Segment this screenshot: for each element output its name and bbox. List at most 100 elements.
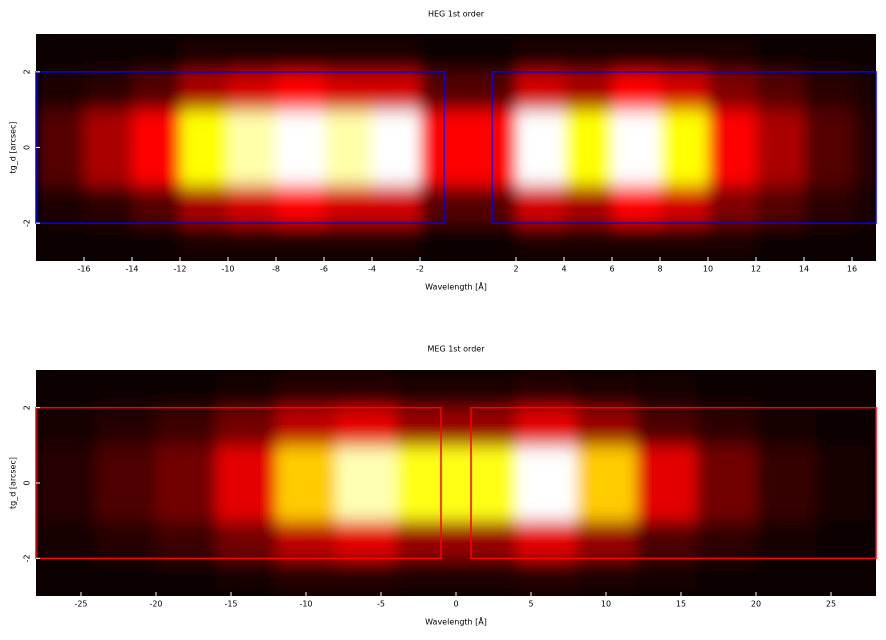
heatmap-cell <box>372 185 421 224</box>
heatmap-cell <box>216 407 277 446</box>
heatmap-cell <box>276 558 337 596</box>
x-tick-label: 2 <box>513 265 518 274</box>
heatmap-cell <box>36 109 85 148</box>
heatmap-cell <box>756 407 817 446</box>
heatmap-cell <box>756 109 805 148</box>
heatmap-cell <box>612 185 661 224</box>
heatmap-cell <box>516 185 565 224</box>
heatmap-cell <box>156 407 217 446</box>
heatmap-cell <box>660 185 709 224</box>
heatmap-cell <box>576 520 637 559</box>
heatmap-cell <box>396 483 457 522</box>
heatmap-cell <box>276 147 325 186</box>
x-tick-label: 10 <box>601 600 611 609</box>
heatmap-cell <box>576 407 637 446</box>
heatmap-cell <box>96 370 157 409</box>
heatmap-cell <box>96 483 157 522</box>
heatmap-cell <box>456 558 517 596</box>
heatmap-cell <box>756 370 817 409</box>
x-tick-label: 16 <box>847 265 857 274</box>
x-tick-label: -2 <box>416 265 424 274</box>
heatmap-cell <box>372 147 421 186</box>
heatmap-cell <box>132 71 181 111</box>
x-tick-label: 6 <box>609 265 614 274</box>
heatmap-cell <box>228 147 277 186</box>
heatmap-cell <box>96 407 157 446</box>
heatmap-cell <box>516 223 565 261</box>
heatmap-cell <box>456 445 517 484</box>
heatmap-cell <box>276 71 325 111</box>
heatmap-cell <box>708 223 757 261</box>
heatmap-cell <box>756 185 805 224</box>
x-tick-label: -16 <box>77 265 90 274</box>
y-tick-label: -2 <box>23 554 32 562</box>
heatmap-cell <box>228 223 277 261</box>
heatmap-cell <box>756 34 805 73</box>
heatmap-cell <box>96 445 157 484</box>
y-axis-label: tg_d [arcsec] <box>9 122 18 174</box>
heatmap-cell <box>816 558 876 596</box>
y-tick-label: 0 <box>23 480 32 485</box>
heatmap-cell <box>96 520 157 559</box>
heatmap-cell <box>696 558 757 596</box>
heatmap-cell <box>852 147 876 186</box>
heatmap-cell <box>804 223 853 261</box>
heatmap-cell <box>636 407 697 446</box>
x-tick-label: 14 <box>799 265 809 274</box>
heatmap-cell <box>708 109 757 148</box>
chart-title: MEG 1st order <box>428 345 486 354</box>
heatmap-cell <box>660 147 709 186</box>
x-tick-label: 4 <box>561 265 566 274</box>
heatmap-cell <box>132 185 181 224</box>
heatmap-cell <box>324 109 373 148</box>
heatmap-cell <box>756 520 817 559</box>
heatmap-cell <box>36 185 85 224</box>
heatmap-cell <box>276 483 337 522</box>
heatmap-cell <box>324 147 373 186</box>
heatmap-cell <box>756 558 817 596</box>
heatmap-cell <box>516 520 577 559</box>
heatmap-cell <box>576 445 637 484</box>
heatmap-cell <box>156 370 217 409</box>
heatmap-cell <box>324 71 373 111</box>
heatmap-cell <box>396 370 457 409</box>
x-tick-label: 15 <box>676 600 686 609</box>
heatmap-cell <box>84 185 133 224</box>
heatmap-cell <box>36 34 85 73</box>
heatmap-cell <box>612 109 661 148</box>
heatmap-cell <box>36 147 85 186</box>
heatmap-cell <box>708 147 757 186</box>
heatmap-cell <box>36 370 97 409</box>
heatmap-cell <box>804 109 853 148</box>
heatmap-cell <box>756 483 817 522</box>
heatmap-cell <box>816 370 876 409</box>
x-axis-label: Wavelength [Å] <box>425 281 487 292</box>
heatmap-cell <box>804 147 853 186</box>
heatmap-cell <box>84 147 133 186</box>
x-tick-label: -6 <box>320 265 328 274</box>
heatmap-cell <box>180 223 229 261</box>
heatmap-cell <box>612 34 661 73</box>
heatmap-cell <box>84 109 133 148</box>
heatmap-cell <box>516 445 577 484</box>
heatmap-cell <box>636 558 697 596</box>
heatmap-cell <box>636 520 697 559</box>
heatmap-cell <box>276 109 325 148</box>
x-tick-label: -12 <box>173 265 186 274</box>
heatmap-cell <box>516 370 577 409</box>
heatmap-cell <box>696 407 757 446</box>
heatmap-cell <box>816 407 876 446</box>
heatmap-cell <box>564 34 613 73</box>
heatmap-cell <box>276 520 337 559</box>
heatmap-cell <box>456 370 517 409</box>
heatmap-cell <box>396 520 457 559</box>
heatmap-cell <box>336 407 397 446</box>
heatmap-cell <box>336 445 397 484</box>
heatmap-cell <box>708 34 757 73</box>
heatmap-cell <box>180 147 229 186</box>
heatmap-clip <box>36 34 876 261</box>
heatmap-cell <box>420 223 469 261</box>
heatmap-cell <box>216 520 277 559</box>
heatmap-cell <box>36 558 97 596</box>
heatmap-cell <box>324 34 373 73</box>
